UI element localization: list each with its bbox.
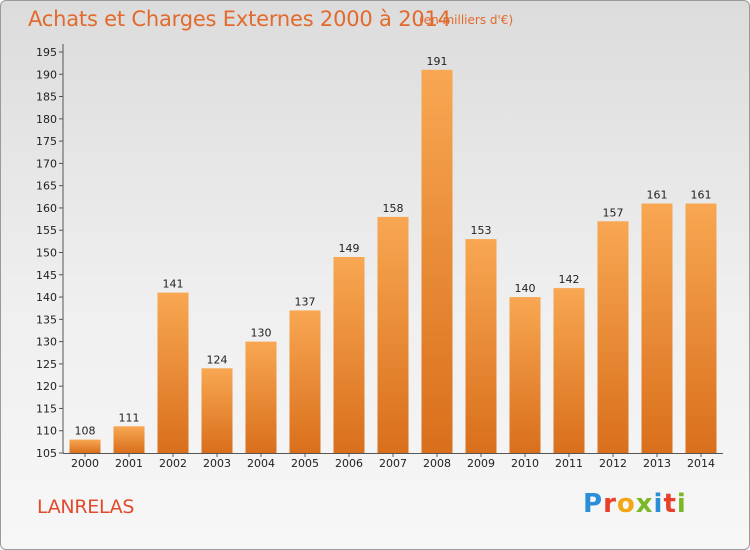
bar bbox=[465, 239, 497, 453]
bar bbox=[245, 341, 277, 453]
bar bbox=[157, 292, 189, 453]
bar-value-label: 130 bbox=[251, 327, 272, 340]
x-tick-label: 2011 bbox=[555, 457, 583, 470]
x-tick-label: 2001 bbox=[115, 457, 143, 470]
bar-value-label: 111 bbox=[119, 411, 140, 424]
ticks: 105 110 115 120 125 130 135 140 145 150 155 160 165 1… bbox=[36, 46, 715, 470]
bar-value-label: 153 bbox=[471, 224, 492, 237]
y-tick-label: 110 bbox=[36, 425, 57, 438]
y-tick-label: 150 bbox=[36, 247, 57, 260]
x-tick-label: 2014 bbox=[687, 457, 715, 470]
bar-value-label: 142 bbox=[559, 273, 580, 286]
bar-value-label: 157 bbox=[603, 206, 624, 219]
y-tick-label: 120 bbox=[36, 380, 57, 393]
y-tick-label: 145 bbox=[36, 269, 57, 282]
bar-value-label: 161 bbox=[691, 189, 712, 202]
chart-subtitle: (en milliers d'€) bbox=[419, 13, 514, 27]
commune-name: LANRELAS bbox=[37, 496, 135, 518]
bar-value-label: 141 bbox=[163, 278, 184, 291]
y-tick-label: 105 bbox=[36, 447, 57, 460]
proxiti-logo[interactable]: Proxiti bbox=[583, 489, 687, 519]
y-tick-label: 115 bbox=[36, 402, 57, 415]
y-tick-label: 190 bbox=[36, 68, 57, 81]
y-tick-label: 125 bbox=[36, 358, 57, 371]
bar bbox=[69, 439, 101, 453]
x-tick-label: 2012 bbox=[599, 457, 627, 470]
y-tick-label: 135 bbox=[36, 313, 57, 326]
bar-value-label: 161 bbox=[647, 189, 668, 202]
bars: 108 111 141 124 130 137 149 158 191 153 140 142 157 1… bbox=[69, 55, 717, 454]
logo-letter: P bbox=[583, 489, 604, 519]
bar bbox=[597, 221, 629, 453]
logo-letter: o bbox=[616, 489, 636, 519]
bar-value-label: 140 bbox=[515, 282, 536, 295]
bar bbox=[641, 203, 673, 453]
x-tick-label: 2006 bbox=[335, 457, 363, 470]
y-tick-label: 130 bbox=[36, 336, 57, 349]
y-tick-label: 185 bbox=[36, 91, 57, 104]
x-tick-label: 2007 bbox=[379, 457, 407, 470]
bar bbox=[553, 288, 585, 453]
x-tick-label: 2008 bbox=[423, 457, 451, 470]
bar bbox=[685, 203, 717, 453]
y-tick-label: 195 bbox=[36, 46, 57, 59]
bar bbox=[509, 297, 541, 453]
bar-value-label: 137 bbox=[295, 295, 316, 308]
x-tick-label: 2010 bbox=[511, 457, 539, 470]
bar-value-label: 124 bbox=[207, 353, 228, 366]
x-tick-label: 2004 bbox=[247, 457, 275, 470]
y-tick-label: 140 bbox=[36, 291, 57, 304]
logo-letter: i bbox=[653, 489, 664, 519]
bar-value-label: 158 bbox=[383, 202, 404, 215]
y-tick-label: 155 bbox=[36, 224, 57, 237]
bar-value-label: 149 bbox=[339, 242, 360, 255]
logo-letter: t bbox=[663, 489, 677, 519]
y-tick-label: 170 bbox=[36, 157, 57, 170]
bar bbox=[201, 368, 233, 453]
x-tick-label: 2013 bbox=[643, 457, 671, 470]
bar bbox=[377, 216, 409, 453]
chart-title: Achats et Charges Externes 2000 à 2014 bbox=[28, 7, 451, 31]
bar bbox=[421, 69, 453, 454]
x-tick-label: 2005 bbox=[291, 457, 319, 470]
x-tick-label: 2003 bbox=[203, 457, 231, 470]
x-tick-label: 2002 bbox=[159, 457, 187, 470]
bar bbox=[113, 426, 145, 453]
y-tick-label: 160 bbox=[36, 202, 57, 215]
logo-letter: x bbox=[635, 489, 654, 519]
logo-letter: r bbox=[603, 489, 617, 519]
y-tick-label: 175 bbox=[36, 135, 57, 148]
bar bbox=[289, 310, 321, 453]
bar bbox=[333, 257, 365, 453]
y-tick-label: 180 bbox=[36, 113, 57, 126]
y-tick-label: 165 bbox=[36, 180, 57, 193]
bar-value-label: 191 bbox=[427, 55, 448, 68]
logo-letter: i bbox=[676, 489, 687, 519]
x-tick-label: 2009 bbox=[467, 457, 495, 470]
bar-value-label: 108 bbox=[75, 425, 96, 438]
x-tick-label: 2000 bbox=[71, 457, 99, 470]
